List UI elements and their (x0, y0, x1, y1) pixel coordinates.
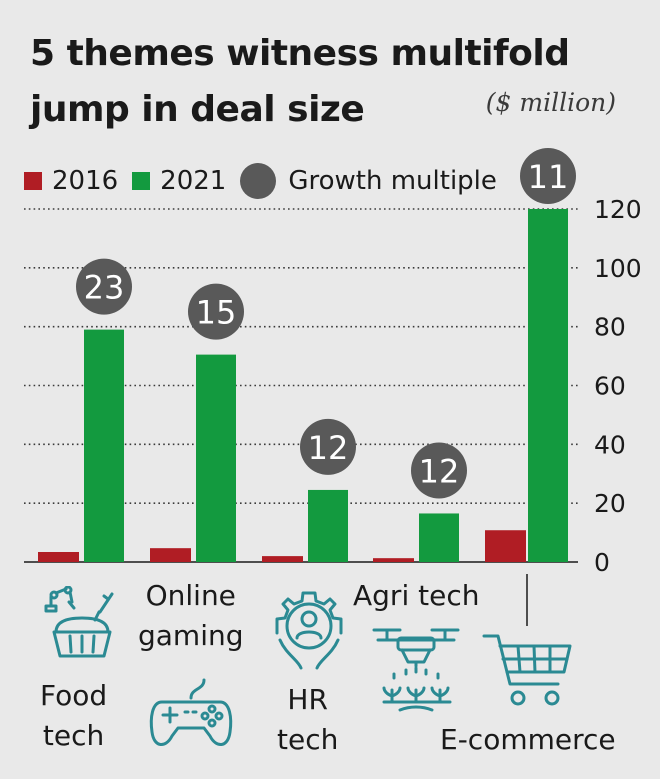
growth-circle-e-commerce (520, 148, 576, 204)
bar-2016-food-tech (38, 551, 79, 562)
legend-label-2016: 2016 (52, 166, 119, 196)
category-label-ecommerce-line1: E-commerce (440, 723, 616, 756)
shopping-cart-icon (482, 634, 572, 706)
bar-2016-agri-tech (373, 558, 414, 562)
growth-label-hr-tech: 12 (308, 429, 349, 467)
title-line-1: 5 themes witness multifold (30, 33, 570, 74)
chart-title: 5 themes witness multifold jump in deal … (30, 26, 570, 138)
legend-swatch-2016 (24, 172, 42, 190)
drone-icon (372, 628, 460, 712)
category-label-food-tech-line1: Food (40, 679, 108, 712)
growth-circle-hr-tech (300, 418, 356, 475)
legend-item-2021: 2021 (132, 166, 226, 196)
category-label-hr-tech-line2: tech (277, 723, 339, 756)
category-label-ecommerce: E-commerce (440, 720, 616, 760)
bar-2016-hr-tech (262, 556, 303, 562)
unit-label: ($ million) (485, 88, 616, 117)
y-tick-label-120: 120 (594, 195, 642, 224)
legend-item-growth: Growth multiple (240, 163, 497, 199)
bar-2021-food-tech (84, 329, 124, 562)
y-tick-label-100: 100 (594, 254, 642, 283)
category-label-online-gaming-line1: Online (145, 579, 236, 612)
hr-gear-icon (275, 591, 343, 670)
bar-2021-hr-tech (308, 489, 348, 562)
growth-circle-food-tech (76, 258, 132, 315)
growth-label-online-gaming: 15 (196, 294, 237, 332)
category-label-food-tech: Food tech (40, 676, 107, 756)
category-label-agri-tech: Agri tech (353, 576, 479, 616)
y-tick-label-60: 60 (594, 372, 626, 401)
bar-2021-online-gaming (196, 354, 236, 562)
category-label-online-gaming-line2: gaming (138, 619, 244, 652)
title-line-2: jump in deal size (30, 89, 365, 130)
category-label-hr-tech-line1: HR (287, 683, 328, 716)
category-label-online-gaming: Online gaming (138, 576, 244, 656)
category-label-hr-tech: HR tech (277, 680, 338, 760)
food-tech-icon (44, 586, 114, 658)
legend-label-growth: Growth multiple (288, 166, 497, 196)
growth-label-agri-tech: 12 (419, 452, 460, 490)
category-label-food-tech-line2: tech (42, 719, 105, 752)
bar-2021-agri-tech (419, 513, 459, 562)
growth-label-e-commerce: 11 (528, 158, 569, 196)
growth-circle-online-gaming (188, 283, 244, 340)
y-tick-label-0: 0 (594, 548, 610, 577)
legend-item-2016: 2016 (24, 166, 118, 196)
bar-2021-e-commerce (528, 209, 568, 562)
legend-swatch-2021 (132, 172, 151, 190)
bar-2016-e-commerce (485, 530, 526, 562)
bar-2016-online-gaming (150, 548, 191, 562)
legend-dot-growth (240, 163, 277, 199)
gamepad-icon (149, 678, 233, 746)
growth-label-food-tech: 23 (84, 269, 125, 307)
y-tick-label-40: 40 (594, 430, 626, 459)
legend-label-2021: 2021 (160, 166, 227, 196)
growth-circle-agri-tech (411, 442, 467, 499)
y-tick-label-80: 80 (594, 313, 626, 342)
y-tick-label-20: 20 (594, 489, 626, 518)
legend: 2016 2021 Growth multiple (24, 158, 511, 204)
category-label-agri-tech-line1: Agri tech (353, 579, 480, 612)
